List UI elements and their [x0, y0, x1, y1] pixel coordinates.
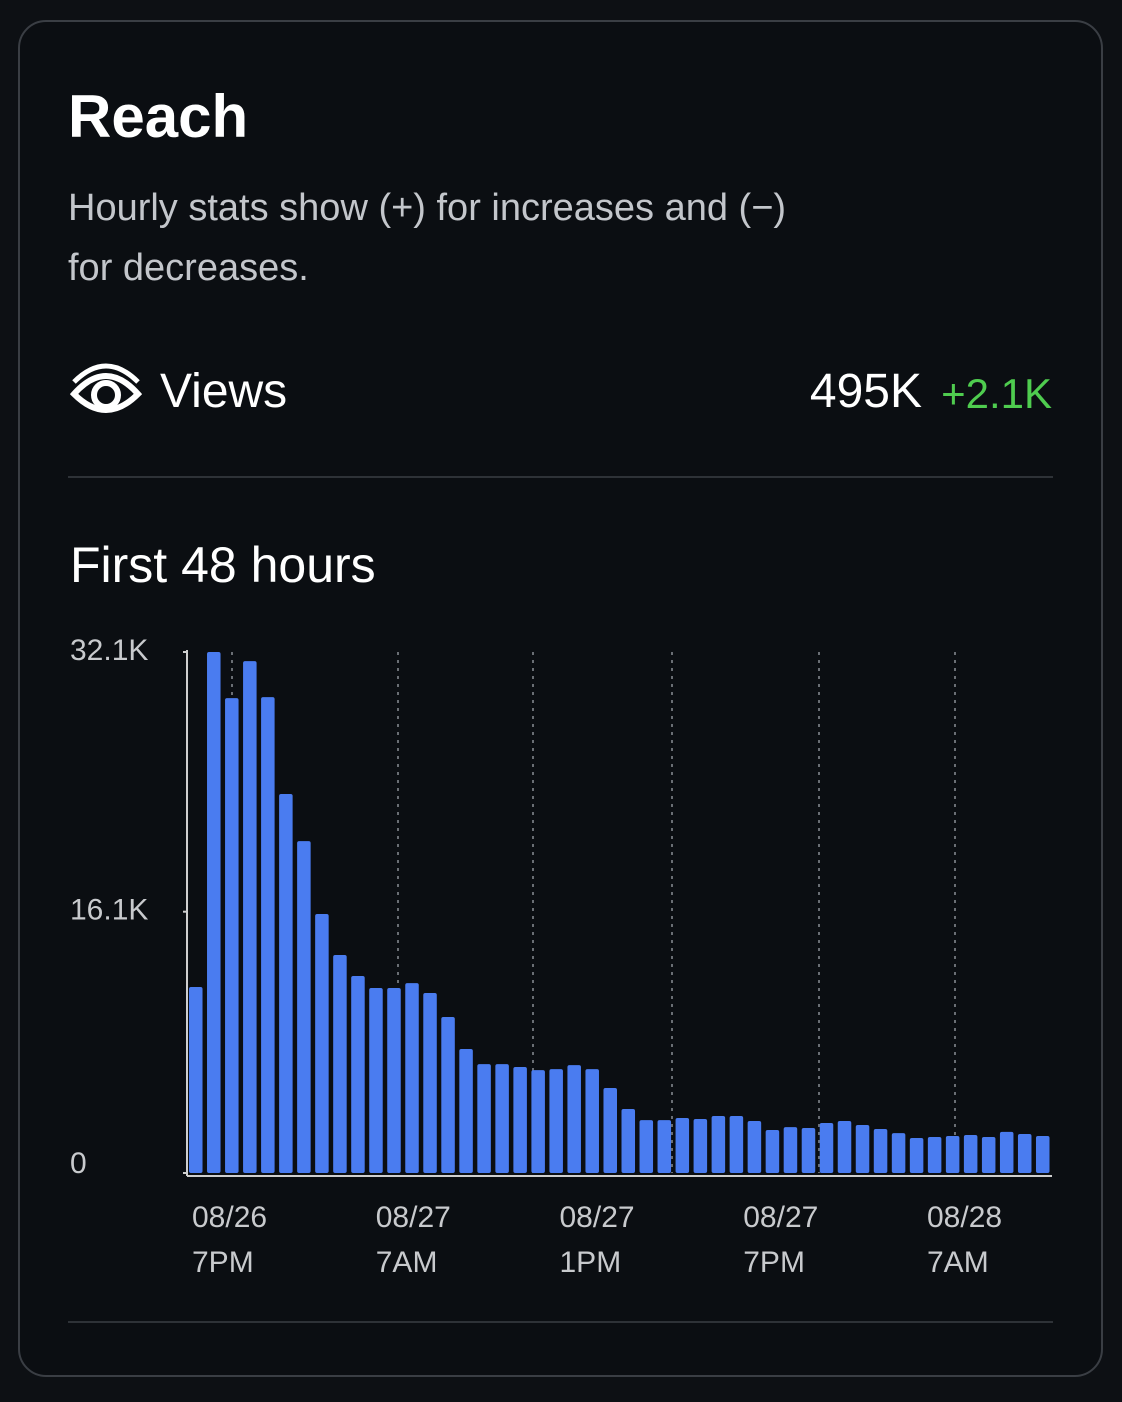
- bar: [693, 1118, 708, 1173]
- divider: [68, 1321, 1053, 1323]
- bar: [549, 1069, 563, 1173]
- bar: [675, 1117, 690, 1173]
- y-tick-label: 16.1K: [70, 894, 148, 927]
- chart-title: First 48 hours: [70, 537, 376, 593]
- bar: [513, 1067, 527, 1173]
- bar: [729, 1116, 744, 1173]
- x-label-time: 7AM: [927, 1246, 989, 1279]
- bar: [909, 1137, 924, 1173]
- bar: [315, 913, 329, 1173]
- bar: [261, 697, 275, 1173]
- bar: [837, 1121, 852, 1173]
- bar: [459, 1048, 473, 1173]
- metric-label: Views: [160, 365, 288, 418]
- bar: [819, 1123, 834, 1173]
- bar: [441, 1017, 455, 1173]
- bar: [873, 1129, 888, 1173]
- bar: [945, 1135, 960, 1173]
- divider: [68, 476, 1053, 478]
- bar: [531, 1070, 545, 1173]
- bar: [1035, 1135, 1050, 1173]
- metric-change: +2.1K: [941, 370, 1052, 417]
- bar: [297, 841, 311, 1173]
- bar: [567, 1065, 581, 1173]
- bar: [405, 983, 419, 1173]
- bar: [387, 987, 401, 1173]
- x-label-date: 08/27: [376, 1201, 451, 1234]
- bar: [891, 1133, 906, 1173]
- bar: [765, 1129, 780, 1173]
- bar: [657, 1120, 672, 1173]
- bar: [999, 1131, 1014, 1173]
- bar: [801, 1128, 816, 1173]
- bar: [747, 1121, 762, 1173]
- x-label-date: 08/27: [560, 1201, 635, 1234]
- bar: [189, 986, 203, 1173]
- bar: [783, 1127, 798, 1173]
- bar: [423, 993, 437, 1173]
- x-label-date: 08/26: [192, 1201, 267, 1234]
- x-label-time: 7PM: [192, 1246, 254, 1279]
- bar: [495, 1064, 509, 1173]
- bar: [1017, 1134, 1032, 1173]
- bar: [963, 1135, 978, 1173]
- x-label-time: 7PM: [743, 1246, 805, 1279]
- subtitle: Hourly stats show (+) for increases and …: [68, 187, 787, 289]
- x-label-time: 7AM: [376, 1246, 438, 1279]
- bar: [639, 1120, 654, 1173]
- y-tick-label: 32.1K: [70, 634, 148, 667]
- bar: [477, 1064, 491, 1173]
- bar: [243, 661, 257, 1173]
- eye-icon: [70, 363, 142, 413]
- bar: [279, 794, 293, 1173]
- bar: [927, 1136, 942, 1173]
- metric-value: 495K: [809, 365, 922, 418]
- bar: [855, 1124, 870, 1173]
- y-tick-label: 0: [70, 1147, 87, 1180]
- bar: [351, 975, 365, 1173]
- bar: [225, 698, 239, 1173]
- x-label-time: 1PM: [560, 1246, 622, 1279]
- bar: [621, 1109, 636, 1173]
- bar: [603, 1087, 617, 1173]
- x-label-date: 08/27: [743, 1201, 818, 1234]
- x-label-date: 08/28: [927, 1201, 1002, 1234]
- bar: [711, 1116, 726, 1173]
- bar: [333, 955, 347, 1173]
- bar: [369, 987, 383, 1173]
- bar: [981, 1136, 996, 1173]
- title: Reach: [68, 83, 249, 150]
- bar: [207, 652, 221, 1173]
- bar: [585, 1069, 599, 1173]
